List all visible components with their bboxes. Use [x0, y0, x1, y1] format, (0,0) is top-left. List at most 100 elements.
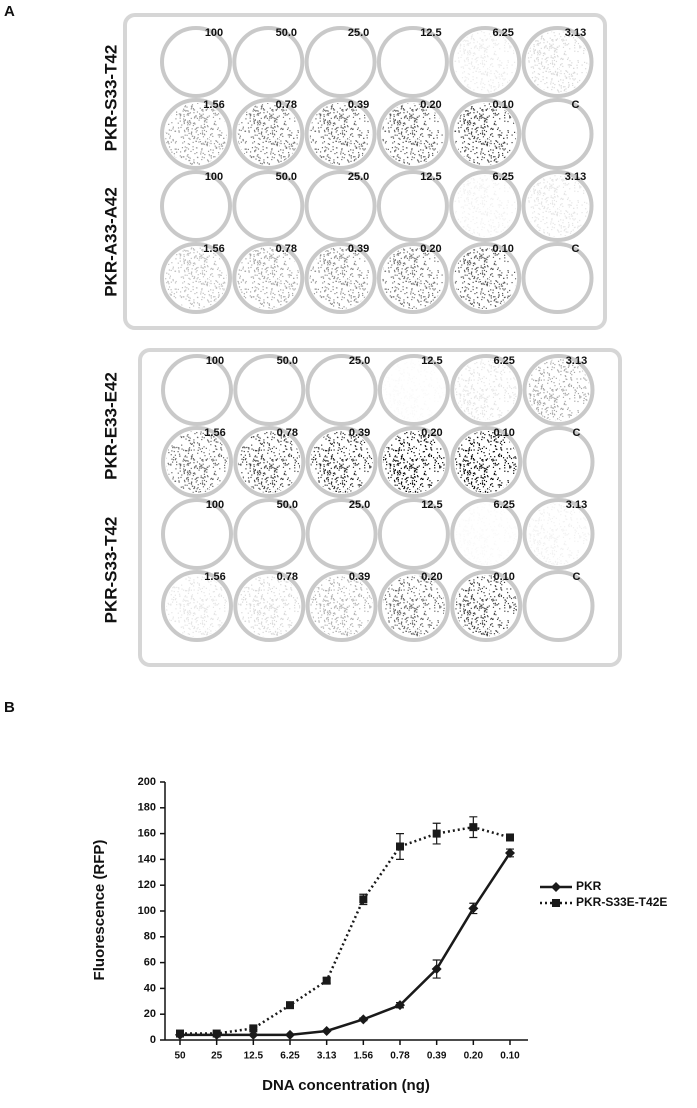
well-stain [310, 431, 373, 493]
well-label: 0.39 [349, 427, 370, 439]
well-label: 100 [205, 27, 223, 39]
well-stain [383, 359, 445, 421]
y-tick-label: 160 [138, 828, 156, 840]
well-label: 0.20 [420, 243, 441, 255]
well-label: 0.39 [348, 243, 369, 255]
well-label: 3.13 [565, 171, 586, 183]
well-label: 3.13 [565, 27, 586, 39]
well [305, 354, 378, 426]
x-tick-label: 0.78 [390, 1051, 410, 1062]
well-stain [455, 503, 517, 565]
y-tick-label: 180 [138, 802, 156, 814]
marker [358, 1014, 369, 1025]
legend-marker [551, 882, 561, 892]
marker [396, 842, 404, 851]
legend-label: PKR [576, 879, 602, 893]
legend-marker [552, 899, 560, 907]
well-stain [381, 103, 444, 165]
marker [286, 1001, 294, 1010]
well-label: 25.0 [348, 27, 369, 39]
well-label: C [572, 243, 580, 255]
well-label: 25.0 [349, 499, 370, 511]
well-stain [382, 575, 445, 637]
y-tick-label: 80 [144, 931, 156, 943]
well-stain [238, 575, 301, 637]
well-label: 0.10 [493, 571, 514, 583]
well [522, 570, 595, 642]
well-stain [454, 247, 517, 309]
well-stain [455, 431, 518, 493]
well-label: 12.5 [421, 499, 442, 511]
marker [359, 895, 368, 904]
well [161, 354, 233, 426]
well-stain [455, 359, 518, 421]
marker [285, 1029, 295, 1040]
y-tick-label: 120 [138, 879, 156, 891]
well [521, 242, 594, 314]
well [377, 354, 450, 426]
well-label: 6.25 [492, 27, 513, 39]
x-tick-label: 0.39 [427, 1051, 447, 1062]
well-label: 100 [206, 499, 224, 511]
panel-label: B [4, 699, 15, 716]
well-label: 0.78 [277, 571, 298, 583]
marker [176, 1029, 184, 1038]
x-tick-label: 25 [211, 1051, 223, 1062]
well-label: 0.20 [421, 571, 442, 583]
marker [395, 1000, 405, 1011]
well-label: 1.56 [203, 99, 224, 111]
well-stain [454, 31, 517, 93]
well-label: 3.13 [566, 355, 587, 367]
well-stain [454, 103, 517, 165]
well-label: 0.78 [276, 99, 297, 111]
well-stain [165, 103, 227, 165]
well-stain [237, 103, 300, 165]
well [521, 98, 594, 170]
well-label: C [573, 571, 581, 583]
row-label: PKR-S33-T42 [101, 517, 120, 624]
well-stain [237, 247, 300, 309]
well-label: 12.5 [420, 171, 441, 183]
well-label: 1.56 [204, 571, 225, 583]
well-label: 0.39 [349, 571, 370, 583]
well-label: 12.5 [420, 27, 441, 39]
y-axis-title: Fluorescence (RFP) [91, 840, 108, 981]
well-label: 0.10 [492, 243, 513, 255]
well-stain [527, 359, 590, 421]
marker [322, 976, 331, 985]
well-stain [310, 575, 373, 637]
well-stain [166, 431, 228, 493]
well-stain [309, 103, 372, 165]
well [376, 170, 449, 242]
well-label: 0.78 [276, 243, 297, 255]
marker [469, 823, 478, 832]
well-label: 50.0 [276, 171, 297, 183]
marker [432, 829, 441, 838]
well-label: 0.20 [421, 427, 442, 439]
well [232, 170, 305, 242]
well-label: C [573, 427, 581, 439]
x-tick-label: 6.25 [280, 1051, 300, 1062]
well-label: 0.10 [492, 99, 513, 111]
x-tick-label: 1.56 [354, 1051, 374, 1062]
row-label: PKR-E33-E42 [101, 372, 120, 480]
marker [321, 1025, 332, 1036]
well-stain [455, 575, 518, 637]
y-tick-label: 60 [144, 957, 156, 969]
well [377, 498, 450, 570]
y-tick-label: 140 [138, 853, 156, 865]
y-tick-label: 20 [144, 1008, 156, 1020]
well-label: 25.0 [349, 355, 370, 367]
well-label: C [572, 99, 580, 111]
plate-frame [138, 348, 622, 667]
well [450, 498, 523, 570]
well-label: 6.25 [492, 171, 513, 183]
well-label: 3.13 [566, 499, 587, 511]
well-stain [381, 247, 444, 309]
panel-label: A [4, 3, 15, 20]
well-label: 0.10 [493, 427, 514, 439]
marker [249, 1024, 258, 1033]
well-stain [309, 247, 372, 309]
marker [468, 903, 479, 914]
